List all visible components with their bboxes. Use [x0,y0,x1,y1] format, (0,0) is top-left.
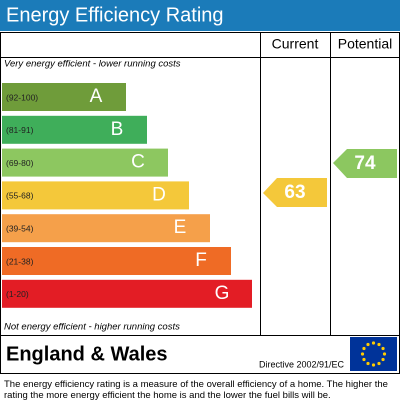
band-range: (21-38) [6,256,34,266]
region: England & Wales [6,343,168,365]
title-bar [0,0,400,31]
band-letter: B [111,119,124,140]
star [381,346,385,351]
star [366,361,370,366]
band [2,83,126,111]
star [362,357,366,362]
column-header: Current [272,36,319,52]
band [2,148,168,177]
band-letter: E [174,217,187,238]
band-range: (39-54) [6,223,34,233]
band-range: (1-20) [6,289,29,299]
band-range: (55-68) [6,191,34,201]
eu-flag [350,337,397,371]
directive: Directive 2002/91/EC [259,359,345,369]
band-letter: D [152,184,166,205]
star [360,352,365,356]
current-rating: 63 [284,182,305,203]
title: Energy Efficiency Rating [6,4,224,26]
star [371,363,376,367]
description: The energy efficiency rating is a measur… [4,379,388,401]
band-letter: A [90,86,103,107]
band [2,115,147,144]
band [2,181,189,210]
potential-arrow [333,149,397,178]
band-range: (69-80) [6,158,34,168]
band-range: (92-100) [6,92,38,102]
star [382,352,387,356]
bottom-note: Not energy efficient - higher running co… [4,322,180,333]
star [381,357,385,362]
band-letter: C [131,152,145,173]
band [2,279,252,308]
band-letter: F [195,250,207,271]
band-letter: G [215,283,230,304]
band [2,247,231,275]
current-arrow [263,178,327,207]
band-range: (81-91) [6,125,34,135]
star [377,342,381,347]
potential-rating: 74 [354,153,376,174]
star [366,342,370,347]
band [2,214,210,243]
star [377,361,381,366]
star [371,341,376,345]
top-note: Very energy efficient - lower running co… [4,59,181,70]
rating-chart: Energy Efficiency Rating Current Potenti… [0,0,400,374]
column-header: Potential [338,36,392,52]
star [362,346,366,351]
bands: (92-100) A (81-91) B (69-80) C (55-68) D (39-54)… [2,83,252,308]
